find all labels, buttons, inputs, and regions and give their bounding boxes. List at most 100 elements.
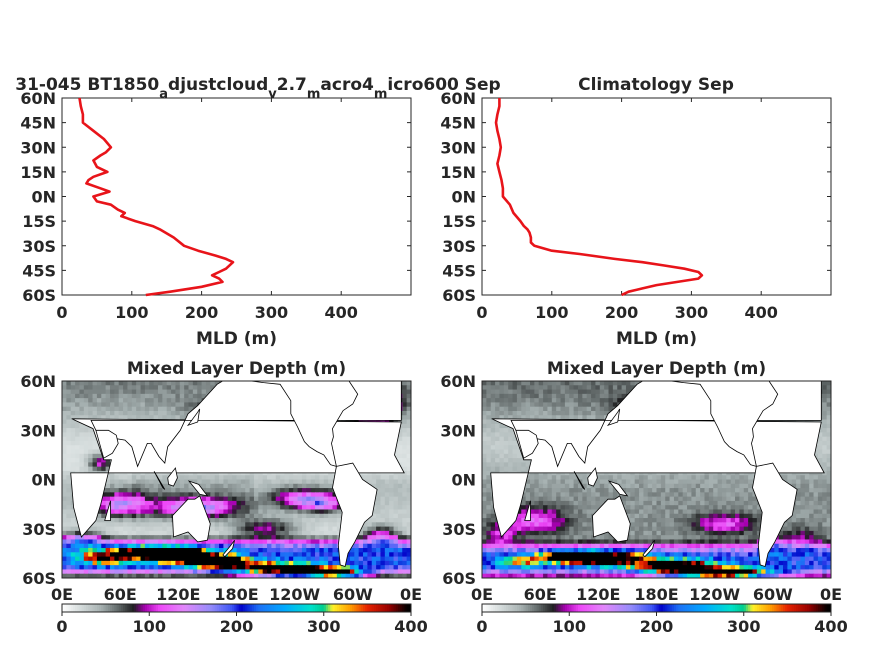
mld-cell: [323, 556, 329, 562]
mld-cell: [345, 569, 351, 575]
mld-cell: [595, 385, 601, 391]
mld-cell: [140, 402, 146, 408]
mld-cell: [482, 389, 487, 395]
mld-cell: [508, 398, 514, 404]
mld-cell: [543, 385, 549, 391]
mld-cell: [288, 530, 294, 536]
mld-cell: [131, 385, 137, 391]
mld-cell: [358, 530, 364, 536]
mld-cell: [184, 552, 190, 558]
mld-cell: [406, 543, 411, 549]
mld-cell: [406, 569, 411, 575]
mld-cell: [384, 552, 390, 558]
colorbar-segment: [79, 604, 83, 612]
colorbar-segment: [334, 604, 338, 612]
mld-cell: [543, 393, 549, 399]
mld-cell: [380, 488, 386, 493]
mld-cell: [118, 492, 124, 498]
mld-cell: [319, 513, 325, 519]
mld-cell: [179, 406, 185, 412]
mld-cell: [301, 483, 307, 489]
mld-cell: [92, 393, 98, 399]
colorbar-segment: [404, 604, 408, 612]
mld-cell: [236, 505, 242, 511]
mld-cell: [70, 513, 76, 519]
mld-cell: [380, 505, 386, 511]
mld-cell: [297, 526, 303, 532]
mld-cell: [315, 552, 320, 558]
mld-cell: [508, 406, 514, 412]
mld-cell: [301, 543, 307, 549]
mld-cell: [490, 389, 496, 395]
mld-cell: [328, 475, 334, 481]
mld-cell: [127, 415, 133, 421]
mld-cell: [144, 560, 150, 566]
mld-cell: [70, 453, 76, 459]
mld-cell: [367, 552, 373, 558]
mld-cell: [358, 552, 364, 558]
mld-cell: [406, 552, 411, 558]
mld-cell: [525, 389, 531, 395]
mld-cell: [109, 479, 115, 485]
mld-cell: [569, 410, 575, 416]
mld-cell: [393, 522, 399, 528]
mld-cell: [140, 389, 146, 395]
colorbar-segment: [227, 604, 231, 612]
mld-cell: [83, 389, 89, 395]
mld-cell: [166, 505, 172, 511]
mld-cell: [149, 500, 155, 506]
mld-cell: [184, 569, 190, 575]
mld-cell: [293, 475, 299, 481]
mld-cell: [70, 381, 76, 386]
mld-cell: [171, 573, 177, 578]
mld-cell: [188, 556, 194, 562]
mld-cell: [512, 410, 518, 416]
mld-cell: [79, 466, 85, 472]
mld-cell: [297, 543, 303, 549]
mld-cell: [297, 496, 303, 502]
mld-cell: [245, 479, 251, 485]
x-axis-label: MLD (m): [616, 329, 697, 349]
mld-cell: [70, 552, 76, 558]
colorbar-segment: [129, 604, 133, 612]
mld-cell: [101, 518, 107, 523]
mld-cell: [275, 500, 281, 506]
colorbar-segment: [142, 604, 146, 612]
mld-cell: [267, 505, 272, 511]
mld-cell: [310, 488, 316, 493]
mld-cell: [101, 492, 107, 498]
colorbar-segment: [171, 604, 174, 612]
mld-cell: [118, 548, 124, 553]
mld-cell: [547, 410, 553, 416]
mld-cell: [323, 543, 329, 549]
mld-cell: [92, 530, 98, 536]
mld-cell: [162, 518, 168, 523]
mld-cell: [586, 410, 592, 416]
mld-cell: [127, 513, 133, 519]
mld-cell: [162, 565, 168, 571]
mld-cell: [551, 398, 557, 404]
mld-cell: [262, 565, 268, 571]
mld-cell: [157, 552, 163, 558]
mld-cell: [271, 539, 277, 545]
colorbar-segment: [105, 604, 109, 612]
mld-cell: [354, 539, 360, 545]
mld-cell: [573, 381, 579, 386]
mld-cell: [288, 522, 294, 528]
mld-cell: [236, 518, 242, 523]
mld-cell: [153, 385, 159, 391]
mld-cell: [214, 548, 220, 553]
mld-cell: [258, 556, 264, 562]
mld-cell: [210, 556, 216, 562]
mld-cell: [586, 402, 592, 408]
mld-cell: [332, 526, 338, 532]
mld-cell: [323, 513, 329, 519]
mld-cell: [118, 505, 124, 511]
mld-cell: [508, 389, 514, 395]
mld-cell: [543, 406, 549, 412]
mld-cell: [127, 505, 133, 511]
mld-cell: [525, 381, 531, 386]
mld-cell: [109, 410, 115, 416]
mld-cell: [630, 381, 636, 386]
mld-cell: [397, 548, 403, 553]
